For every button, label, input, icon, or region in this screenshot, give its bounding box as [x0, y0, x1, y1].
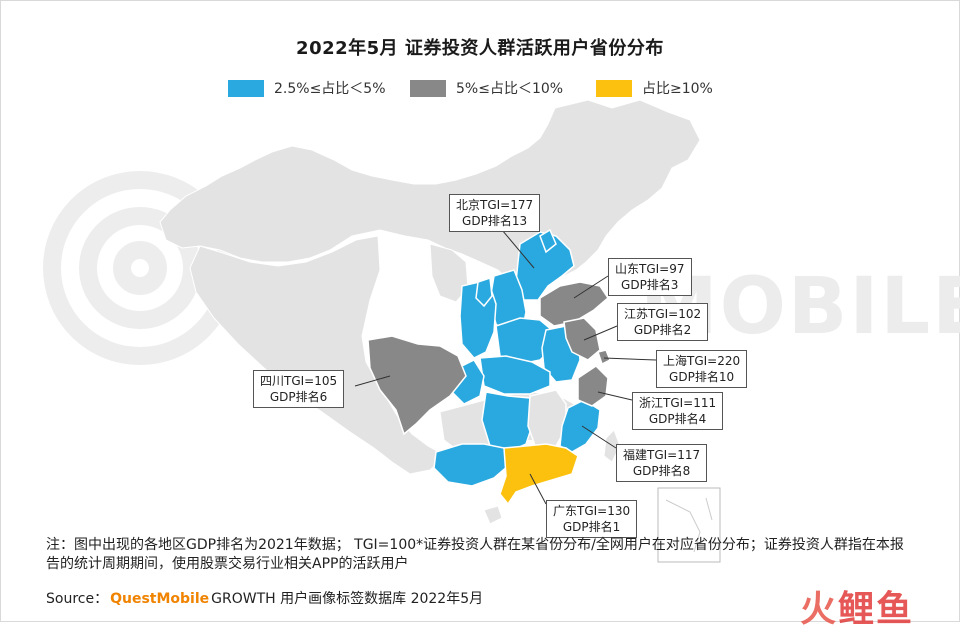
- region-jiangsu: [563, 317, 601, 361]
- corner-logo-left: 火: [800, 589, 839, 630]
- chart-title: 2022年5月 证券投资人群活跃用户省份分布: [296, 38, 664, 59]
- region-jilin-liaoning: [539, 228, 557, 254]
- leader-fujian: [581, 425, 617, 449]
- region-southwest-base: [189, 235, 447, 475]
- region-guangxi: [433, 443, 509, 487]
- legend-swatch-mid: [410, 79, 446, 97]
- callout-guangdong: 广东TGI=130 GDP排名1: [546, 500, 638, 538]
- callout-shandong-tgi: 山东TGI=97: [615, 262, 685, 276]
- callout-beijing: 北京TGI=177 GDP排名13: [449, 194, 541, 232]
- leader-jiangsu: [583, 325, 618, 341]
- source-prefix: Source：: [46, 591, 109, 607]
- legend-item-mid: 5%≤占比＜10%: [410, 78, 563, 98]
- callout-jiangsu-gdp: GDP排名2: [633, 323, 692, 337]
- legend-item-low: 2.5%≤占比＜5%: [228, 78, 386, 98]
- callout-shanghai: 上海TGI=220 GDP排名10: [656, 350, 748, 388]
- region-shandong: [539, 281, 609, 327]
- region-guangdong: [499, 443, 579, 506]
- callout-zhejiang: 浙江TGI=111 GDP排名4: [632, 392, 724, 430]
- callout-sichuan-gdp: GDP排名6: [269, 390, 328, 404]
- region-zhejiang: [577, 365, 609, 407]
- corner-logo-right: 鲤鱼: [838, 589, 915, 630]
- legend-item-high: 占比≥10%: [596, 78, 713, 98]
- footnote: 注：图中出现的各地区GDP排名为2021年数据； TGI=100*证券投资人群在…: [46, 537, 904, 572]
- region-china-base: [159, 99, 701, 291]
- callout-beijing-gdp: GDP排名13: [462, 214, 528, 228]
- leader-zhejiang: [597, 391, 633, 401]
- callout-sichuan: 四川TGI=105 GDP排名6: [253, 370, 345, 408]
- south-sea-inset-coast: [665, 497, 713, 553]
- callout-fujian: 福建TGI=117 GDP排名8: [616, 444, 708, 482]
- region-hubei: [479, 355, 551, 395]
- callout-guangdong-gdp: GDP排名1: [562, 520, 621, 534]
- region-shanghai: [597, 349, 611, 366]
- region-hunan: [481, 391, 535, 453]
- callout-zhejiang-gdp: GDP排名4: [648, 412, 707, 426]
- legend-label-high: 占比≥10%: [642, 81, 713, 97]
- callout-jiangsu: 江苏TGI=102 GDP排名2: [617, 303, 709, 341]
- callout-shanghai-gdp: GDP排名10: [669, 370, 735, 384]
- region-gansu-east: [475, 276, 493, 308]
- legend-label-low: 2.5%≤占比＜5%: [274, 81, 386, 97]
- south-sea-inset: [657, 487, 721, 563]
- legend-swatch-high: [596, 79, 632, 97]
- source-brand: QuestMobile: [110, 591, 210, 607]
- corner-logo: 火 鲤鱼: [800, 580, 914, 632]
- leader-shandong: [573, 275, 609, 299]
- source-line: Source： QuestMobile GROWTH 用户画像标签数据库 202…: [46, 588, 483, 608]
- callout-beijing-tgi: 北京TGI=177: [456, 198, 534, 212]
- callout-sichuan-tgi: 四川TGI=105: [260, 374, 338, 388]
- callout-guangdong-tgi: 广东TGI=130: [553, 504, 631, 518]
- callout-fujian-tgi: 福建TGI=117: [623, 448, 701, 462]
- region-hainan: [483, 505, 503, 525]
- callout-shandong: 山东TGI=97 GDP排名3: [608, 258, 692, 296]
- callout-shanghai-tgi: 上海TGI=220: [663, 354, 741, 368]
- callout-fujian-gdp: GDP排名8: [632, 464, 691, 478]
- leader-guangdong: [529, 473, 547, 505]
- legend-swatch-low: [228, 79, 264, 97]
- callout-shandong-gdp: GDP排名3: [621, 278, 679, 292]
- leader-sichuan: [354, 375, 391, 387]
- region-sichuan: [367, 335, 467, 436]
- callout-jiangsu-tgi: 江苏TGI=102: [624, 307, 702, 321]
- leader-shanghai: [603, 357, 657, 361]
- source-rest: GROWTH 用户画像标签数据库 2022年5月: [211, 591, 484, 607]
- callout-zhejiang-tgi: 浙江TGI=111: [639, 396, 717, 410]
- legend-label-mid: 5%≤占比＜10%: [456, 81, 564, 97]
